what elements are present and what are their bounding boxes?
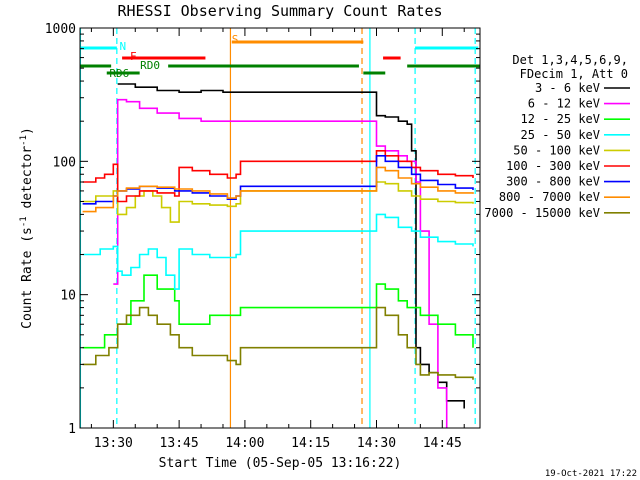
y-label-part-2: detector [20, 146, 35, 217]
flag-label-1: F [130, 50, 137, 63]
series-line-4 [82, 181, 474, 223]
y-tick-label-0: 1 [68, 422, 76, 437]
y-label-sup-2: -1 [19, 135, 29, 146]
x-tick-label-2: 14:00 [225, 436, 264, 451]
legend-label-1: 6 - 12 keV [528, 97, 600, 111]
x-tick-label-0: 13:30 [94, 436, 133, 451]
flag-label-3: RD0 [140, 59, 160, 72]
legend-header-1: Det 1,3,4,5,6,9, [512, 53, 628, 67]
footer-timestamp: 19-Oct-2021 17:22 [545, 469, 637, 479]
legend-label-3: 25 - 50 keV [521, 128, 600, 142]
series-line-1 [113, 98, 448, 428]
legend-label-2: 12 - 25 keV [521, 112, 600, 126]
x-axis-label: Start Time (05-Sep-05 13:16:22) [159, 456, 402, 471]
y-label-part-3: ) [20, 127, 35, 135]
series-line-0 [117, 83, 465, 409]
series-layer [82, 83, 474, 428]
y-tick-label-2: 100 [53, 155, 76, 170]
x-tick-label-4: 14:30 [357, 436, 396, 451]
y-axis-label: Count Rate (s-1 detector-1) [19, 127, 35, 329]
y-label-part-1: Count Rate (s [20, 227, 35, 329]
y-tick-label-3: 1000 [45, 22, 76, 37]
axes: 13:30 13:45 14:00 14:15 14:30 14:45 1 10 100 1000 [45, 22, 480, 451]
flag-label-2: S [232, 33, 239, 46]
legend-label-5: 100 - 300 keV [506, 159, 600, 173]
x-tick-label-3: 14:15 [291, 436, 330, 451]
series-line-8 [82, 306, 474, 380]
flag-label-0: N [120, 40, 127, 53]
series-line-2 [82, 274, 474, 349]
legend-label-0: 3 - 6 keV [535, 81, 600, 95]
chart-title: RHESSI Observing Summary Count Rates [117, 2, 442, 20]
flag-label-4: RD6 [109, 67, 129, 80]
legend-label-8: 7000 - 15000 keV [484, 206, 600, 220]
y-tick-label-1: 10 [60, 289, 76, 304]
series-line-7 [82, 166, 474, 213]
legend-label-4: 50 - 100 keV [513, 143, 600, 157]
x-tick-label-5: 14:45 [423, 436, 462, 451]
x-tick-label-1: 13:45 [160, 436, 199, 451]
flag-bars: NF S RD0 RD6 [80, 33, 480, 80]
plot-frame [79, 27, 481, 429]
series-line-5 [82, 150, 474, 203]
legend-label-6: 300 - 800 keV [506, 175, 600, 189]
series-line-3 [82, 213, 474, 290]
legend-header-2: FDecim 1, Att 0 [520, 67, 628, 81]
legend-label-7: 800 - 7000 keV [499, 190, 600, 204]
y-label-sup-1: -1 [19, 216, 29, 227]
